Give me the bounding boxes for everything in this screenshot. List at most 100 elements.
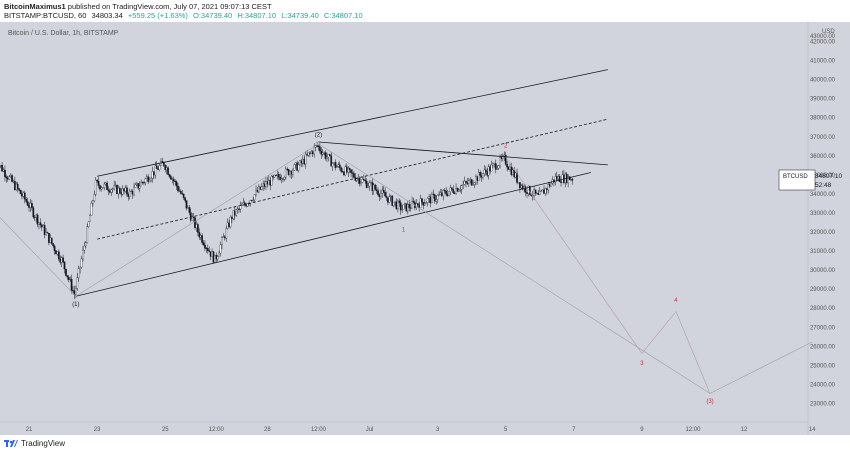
candle-body — [347, 167, 350, 173]
channel-upper-line — [97, 69, 608, 177]
candle-body — [182, 193, 185, 198]
candle-body — [55, 250, 57, 255]
candle-body — [321, 152, 324, 155]
chart-title: Bitcoin / U.S. Dollar, 1h, BITSTAMP — [8, 30, 119, 37]
candle-body — [273, 175, 276, 178]
candle-body — [358, 178, 361, 184]
price-axis[interactable] — [808, 22, 850, 435]
candle-body — [107, 189, 110, 192]
candle-body — [111, 188, 114, 190]
candle-body — [250, 200, 253, 202]
projection-path — [641, 311, 677, 354]
candle-body — [296, 162, 299, 171]
candle-body — [344, 166, 347, 176]
candle-body — [377, 190, 379, 195]
candle-body — [483, 169, 486, 174]
candle-body — [246, 203, 249, 207]
candle-body — [334, 162, 337, 168]
candle-body — [510, 166, 513, 175]
candle-body — [208, 250, 211, 252]
candle-body — [199, 235, 202, 238]
candle-body — [31, 203, 33, 208]
time-axis[interactable] — [0, 422, 808, 435]
candle-body — [345, 166, 348, 173]
candle-body — [127, 194, 130, 197]
publish-line: BitcoinMaximus1 published on TradingView… — [4, 2, 272, 11]
y-tick-label: 31000.00 — [810, 249, 836, 255]
candle-body — [540, 190, 543, 192]
candle-body — [18, 188, 20, 191]
candle-body — [353, 173, 355, 178]
candle-body — [171, 178, 174, 180]
candle-body — [381, 189, 384, 194]
price-chart-svg[interactable]: Bitcoin / U.S. Dollar, 1h, BITSTAMP USD … — [0, 22, 850, 435]
tradingview-logo[interactable]: TradingView — [4, 438, 65, 448]
candle-body — [499, 157, 501, 166]
open-value: O:34739.40 — [193, 11, 233, 20]
candle-body — [405, 203, 408, 212]
candle-body — [509, 166, 511, 170]
candle-body — [118, 187, 121, 193]
candle-body — [557, 176, 560, 180]
candle-body — [442, 190, 445, 196]
plot-background — [0, 22, 808, 422]
candle-body — [500, 157, 503, 159]
candle-body — [394, 201, 396, 203]
y-tick-label: 36000.00 — [810, 154, 836, 160]
candle-body — [256, 189, 259, 193]
x-tick-label: 21 — [26, 427, 33, 433]
candle-body — [438, 194, 440, 196]
wave-path — [709, 341, 813, 394]
candle-body — [401, 209, 404, 211]
candle-body — [211, 251, 213, 257]
candle-body — [235, 209, 238, 216]
candle-body — [275, 175, 277, 177]
candle-body — [570, 179, 572, 181]
candle-body — [331, 163, 334, 167]
footer: TradingView — [0, 435, 850, 453]
candle-body — [537, 193, 540, 195]
candle-body — [323, 152, 325, 154]
x-tick-label: 14 — [809, 427, 816, 433]
candle-body — [370, 182, 372, 184]
candle-body — [124, 187, 127, 192]
candle-body — [4, 169, 6, 177]
author-name[interactable]: BitcoinMaximus1 — [4, 2, 66, 11]
candle-body — [158, 165, 161, 170]
candle-body — [550, 182, 552, 187]
candle-body — [56, 251, 59, 255]
wave-label: 4 — [674, 298, 678, 304]
candle-body — [282, 178, 284, 180]
candle-body — [197, 224, 199, 233]
candle-body — [397, 200, 399, 210]
candle-body — [371, 182, 374, 191]
candle-body — [493, 163, 496, 165]
candle-body — [360, 182, 362, 184]
candle-body — [143, 182, 145, 184]
candle-body — [389, 195, 392, 197]
last-price: 34803.34 — [91, 11, 123, 20]
candle-body — [172, 178, 175, 182]
chart-area[interactable]: Bitcoin / U.S. Dollar, 1h, BITSTAMP USD … — [0, 22, 850, 435]
candle-body — [38, 222, 40, 225]
candle-body — [120, 192, 123, 195]
candle-body — [419, 198, 422, 208]
candle-body — [480, 175, 483, 178]
candle-body — [40, 224, 43, 228]
candle-body — [70, 278, 73, 291]
candle-body — [310, 151, 313, 154]
candle-body — [327, 154, 330, 158]
candle-body — [25, 199, 28, 202]
candle-body — [299, 160, 301, 166]
candle-body — [472, 184, 474, 186]
candle-body — [436, 195, 439, 200]
candle-body — [67, 277, 70, 280]
candle-body — [63, 261, 66, 270]
candle-body — [262, 183, 264, 187]
candle-body — [571, 179, 574, 181]
candle-body — [145, 176, 148, 179]
candle-body — [94, 179, 97, 195]
candle-body — [82, 249, 84, 260]
candle-body — [110, 189, 113, 193]
candle-body — [276, 174, 279, 176]
